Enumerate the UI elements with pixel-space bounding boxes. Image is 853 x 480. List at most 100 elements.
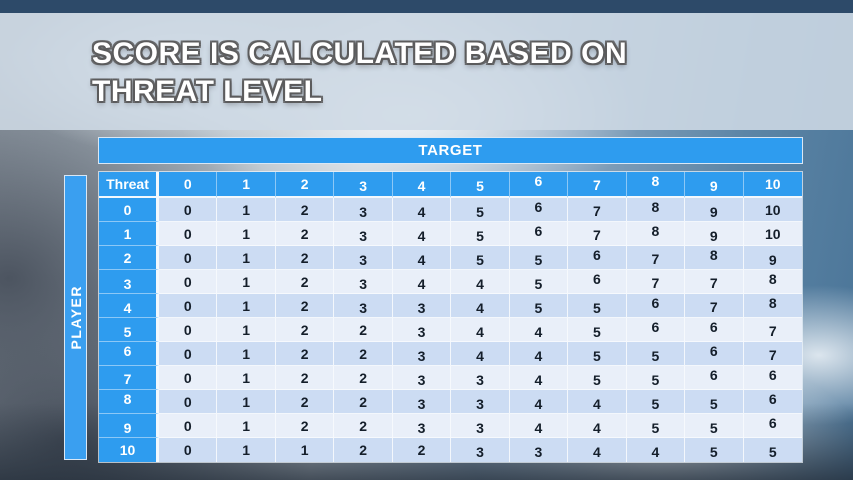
score-cell: 9	[685, 198, 744, 222]
score-cell: 5	[568, 342, 627, 366]
score-cell: 5	[626, 414, 686, 438]
score-cell: 5	[743, 438, 802, 462]
score-cell: 6	[626, 318, 686, 342]
score-cell: 4	[451, 318, 510, 342]
header-row: Threat 0 1 2 3 4 5 6 7 8 9 10	[99, 172, 802, 198]
score-table: Threat 0 1 2 3 4 5 6 7 8 9 10 0 0 1 2 3 4 5 6 7 8 9 10 1 0 1 2 3 4 5 6…	[98, 171, 803, 463]
score-cell: 10	[743, 198, 802, 222]
score-cell: 6	[509, 198, 569, 222]
score-cell: 2	[275, 342, 335, 366]
column-header: 6	[509, 172, 569, 198]
score-cell: 3	[451, 438, 510, 462]
score-cell: 9	[685, 222, 744, 246]
top-bar	[0, 0, 853, 13]
score-cell: 1	[217, 222, 276, 246]
row-header: 0	[99, 198, 159, 222]
column-header: 7	[568, 172, 627, 198]
column-header: 4	[392, 172, 452, 198]
score-cell: 2	[334, 318, 393, 342]
target-axis-label: TARGET	[418, 142, 483, 159]
score-cell: 6	[743, 366, 802, 390]
score-cell: 5	[509, 294, 569, 318]
score-cell: 7	[568, 222, 627, 246]
score-cell: 5	[568, 294, 627, 318]
score-cell: 8	[626, 198, 686, 222]
score-cell: 2	[275, 246, 335, 270]
score-cell: 6	[626, 294, 686, 318]
score-cell: 6	[685, 342, 744, 366]
score-cell: 2	[334, 342, 393, 366]
score-cell: 3	[392, 414, 452, 438]
score-cell: 2	[275, 222, 335, 246]
target-axis-banner: TARGET	[98, 137, 803, 164]
score-cell: 3	[451, 366, 510, 390]
score-cell: 4	[509, 390, 569, 414]
score-cell: 1	[217, 270, 276, 294]
score-cell: 4	[509, 318, 569, 342]
score-cell: 6	[685, 366, 744, 390]
score-cell: 3	[334, 270, 393, 294]
score-cell: 1	[217, 342, 276, 366]
slide-title-line1: SCORE IS CALCULATED BASED ON	[92, 37, 628, 70]
score-cell: 0	[159, 366, 218, 390]
score-cell: 4	[392, 246, 452, 270]
slide-title: SCORE IS CALCULATED BASED ON THREAT LEVEL	[92, 35, 627, 111]
column-header: 8	[626, 172, 686, 198]
score-cell: 1	[217, 438, 276, 462]
row-header: 10	[99, 438, 159, 462]
score-cell: 3	[392, 342, 452, 366]
score-cell: 5	[626, 342, 686, 366]
score-cell: 4	[568, 390, 627, 414]
score-cell: 4	[451, 294, 510, 318]
score-cell: 4	[392, 222, 452, 246]
score-cell: 5	[685, 438, 744, 462]
score-cell: 5	[685, 390, 744, 414]
score-cell: 4	[509, 342, 569, 366]
player-axis-banner: PLAYER	[64, 175, 87, 460]
score-cell: 7	[743, 342, 802, 366]
score-cell: 3	[334, 198, 393, 222]
score-cell: 5	[626, 366, 686, 390]
score-cell: 4	[392, 198, 452, 222]
row-header: 8	[99, 390, 159, 414]
column-header: 2	[275, 172, 335, 198]
score-cell: 1	[217, 246, 276, 270]
row-header: 6	[99, 342, 159, 366]
column-header: 5	[451, 172, 510, 198]
score-cell: 5	[509, 246, 569, 270]
score-cell: 2	[334, 366, 393, 390]
score-cell: 0	[159, 318, 218, 342]
score-cell: 3	[392, 318, 452, 342]
table-row: 10 0 1 1 2 2 3 3 4 4 5 5	[99, 438, 802, 462]
slide-title-line2: THREAT LEVEL	[92, 75, 323, 108]
score-cell: 8	[685, 246, 744, 270]
score-cell: 0	[159, 438, 218, 462]
corner-header: Threat	[99, 172, 159, 198]
score-cell: 6	[568, 270, 627, 294]
score-cell: 0	[159, 390, 218, 414]
score-cell: 5	[626, 390, 686, 414]
score-cell: 4	[626, 438, 686, 462]
score-cell: 2	[334, 414, 393, 438]
score-cell: 7	[743, 318, 802, 342]
score-cell: 7	[626, 246, 686, 270]
score-cell: 10	[743, 222, 802, 246]
score-table-header: Threat 0 1 2 3 4 5 6 7 8 9 10	[99, 172, 802, 198]
score-cell: 2	[334, 390, 393, 414]
score-cell: 6	[743, 414, 802, 438]
score-cell: 9	[743, 246, 802, 270]
row-header: 5	[99, 318, 159, 342]
score-cell: 0	[159, 414, 218, 438]
row-header: 2	[99, 246, 159, 270]
score-cell: 7	[685, 270, 744, 294]
row-header: 1	[99, 222, 159, 246]
score-cell: 5	[509, 270, 569, 294]
score-cell: 8	[743, 294, 802, 318]
score-cell: 3	[334, 294, 393, 318]
